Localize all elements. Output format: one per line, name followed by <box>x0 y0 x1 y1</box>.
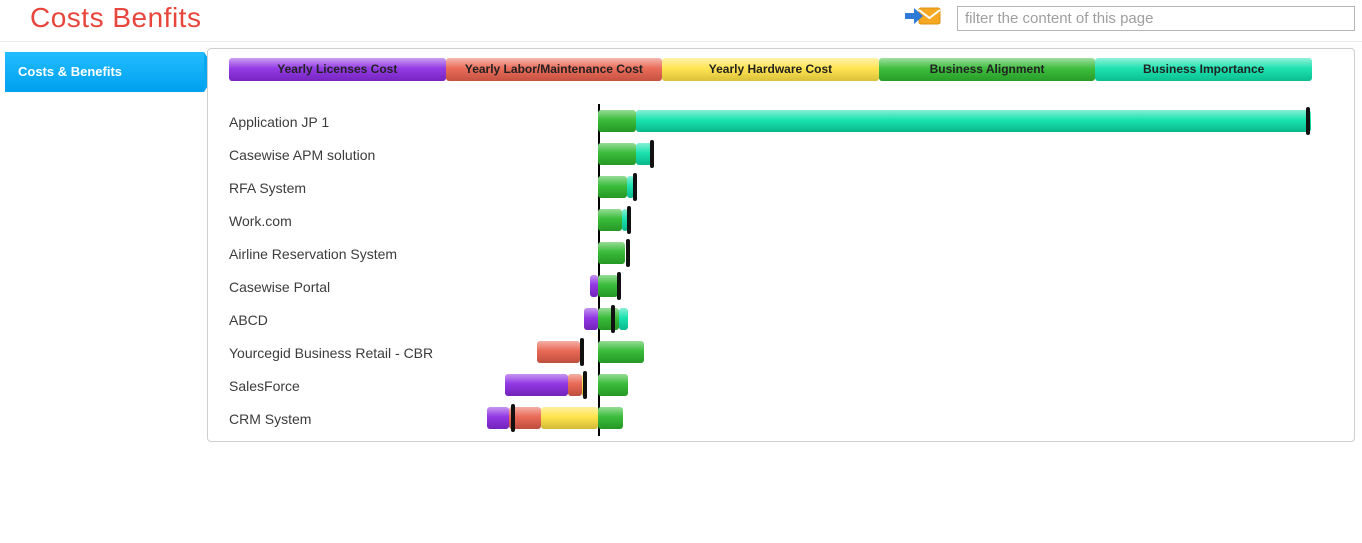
bar-segment-yellow[interactable] <box>541 407 598 429</box>
row-label: Airline Reservation System <box>229 245 398 262</box>
bar-segment-teal[interactable] <box>627 176 634 198</box>
bar-segment-teal[interactable] <box>622 209 628 231</box>
bar-segment-teal[interactable] <box>636 110 1311 132</box>
bar-segment-red[interactable] <box>509 407 541 429</box>
bar-segment-purple[interactable] <box>584 308 598 330</box>
bar-segment-purple[interactable] <box>505 374 568 396</box>
page-title: Costs Benfits <box>30 2 202 33</box>
costs-benefits-chart: Application JP 1 Casewise APM solution RFA… <box>229 104 1351 436</box>
sidebar-tab-costs-benefits[interactable]: Costs & Benefits <box>5 52 217 92</box>
bar-segment-green[interactable] <box>598 308 619 330</box>
bar-segment-green[interactable] <box>598 110 636 132</box>
row-label: Application JP 1 <box>229 113 330 130</box>
row-label: RFA System <box>229 179 307 196</box>
target-marker <box>633 173 637 201</box>
chart-rows: Application JP 1 Casewise APM solution RFA… <box>229 105 1351 435</box>
target-marker <box>611 305 615 333</box>
chart-panel: Yearly Licenses Cost Yearly Labor/Mainte… <box>207 48 1355 442</box>
legend-item-yearly-labor-maintenance-cost[interactable]: Yearly Labor/Maintenance Cost <box>445 58 663 81</box>
chart-row: Airline Reservation System <box>229 237 1351 270</box>
chart-row: ABCD <box>229 303 1351 336</box>
bar-segment-purple[interactable] <box>590 275 598 297</box>
legend-item-business-importance[interactable]: Business Importance <box>1095 58 1312 81</box>
bar-segment-green[interactable] <box>598 341 644 363</box>
chart-legend: Yearly Licenses Cost Yearly Labor/Mainte… <box>229 58 1312 81</box>
row-label: SalesForce <box>229 377 300 394</box>
bar-segment-teal[interactable] <box>636 143 654 165</box>
bar-segment-green[interactable] <box>598 209 622 231</box>
chart-row: SalesForce <box>229 369 1351 402</box>
row-label: Casewise APM solution <box>229 146 376 163</box>
target-marker <box>1306 107 1310 135</box>
header: Costs Benfits <box>0 0 1362 42</box>
zero-axis <box>598 104 600 436</box>
bar-segment-green[interactable] <box>598 275 618 297</box>
chart-row: RFA System <box>229 171 1351 204</box>
target-marker <box>583 371 587 399</box>
legend-label: Yearly Hardware Cost <box>708 62 833 76</box>
bar-segment-green[interactable] <box>598 407 623 429</box>
chart-row: Casewise Portal <box>229 270 1351 303</box>
row-label: CRM System <box>229 410 312 427</box>
legend-label: Business Importance <box>1142 62 1265 76</box>
legend-item-yearly-licenses-cost[interactable]: Yearly Licenses Cost <box>229 58 446 81</box>
row-label: Yourcegid Business Retail - CBR <box>229 344 434 361</box>
bar-segment-green[interactable] <box>598 242 625 264</box>
bar-segment-green[interactable] <box>598 176 627 198</box>
chart-row: Casewise APM solution <box>229 138 1351 171</box>
chart-row: Application JP 1 <box>229 105 1351 138</box>
sidebar-tab-label: Costs & Benefits <box>18 64 123 79</box>
bar-segment-green[interactable] <box>598 374 628 396</box>
legend-item-business-alignment[interactable]: Business Alignment <box>878 58 1096 81</box>
row-label: Casewise Portal <box>229 278 331 295</box>
target-marker <box>650 140 654 168</box>
row-label: Work.com <box>229 212 292 229</box>
send-mail-icon[interactable] <box>904 5 942 37</box>
bar-segment-purple[interactable] <box>487 407 509 429</box>
target-marker <box>617 272 621 300</box>
target-marker <box>627 206 631 234</box>
legend-label: Yearly Licenses Cost <box>277 62 398 76</box>
legend-item-yearly-hardware-cost[interactable]: Yearly Hardware Cost <box>662 58 879 81</box>
filter-input[interactable] <box>957 6 1355 31</box>
target-marker <box>511 404 515 432</box>
legend-label: Yearly Labor/Maintenance Cost <box>464 62 643 76</box>
bar-segment-red[interactable] <box>568 374 582 396</box>
chart-row: CRM System <box>229 402 1351 435</box>
bar-segment-green[interactable] <box>598 143 636 165</box>
bar-segment-teal[interactable] <box>619 308 628 330</box>
chart-row: Yourcegid Business Retail - CBR <box>229 336 1351 369</box>
chart-row: Work.com <box>229 204 1351 237</box>
target-marker <box>580 338 584 366</box>
row-label: ABCD <box>229 311 268 328</box>
target-marker <box>626 239 630 267</box>
bar-segment-red[interactable] <box>537 341 580 363</box>
legend-label: Business Alignment <box>929 62 1045 76</box>
